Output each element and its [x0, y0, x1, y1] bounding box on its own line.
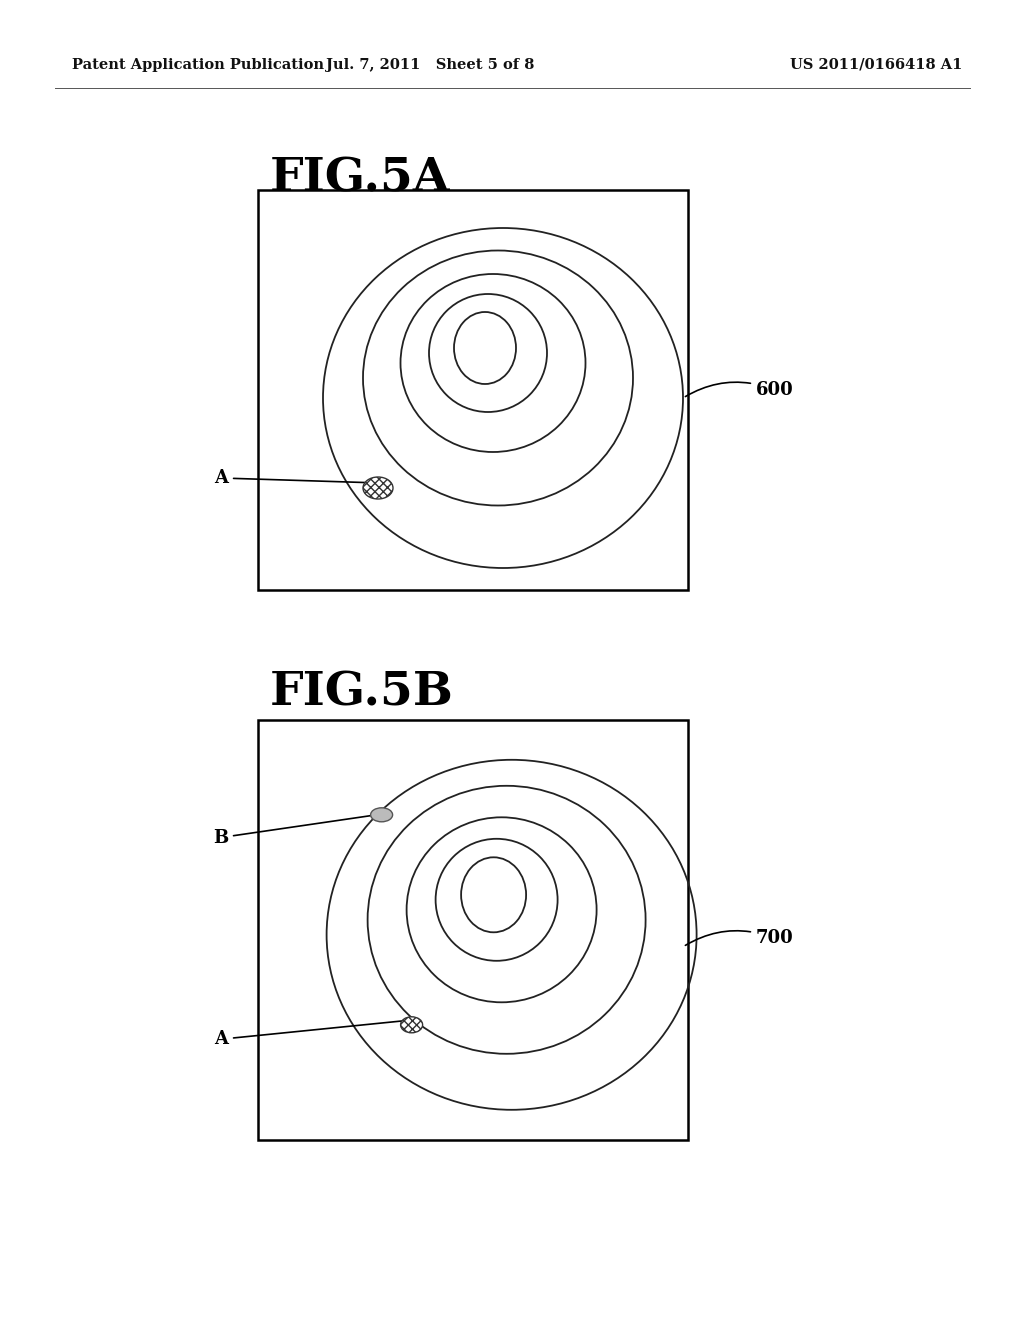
Bar	[258, 719, 688, 1140]
Text: FIG.5A: FIG.5A	[270, 154, 451, 201]
Text: Jul. 7, 2011   Sheet 5 of 8: Jul. 7, 2011 Sheet 5 of 8	[326, 58, 535, 73]
Ellipse shape	[362, 477, 393, 499]
Text: B: B	[213, 816, 374, 846]
Text: Patent Application Publication: Patent Application Publication	[72, 58, 324, 73]
Text: FIG.5B: FIG.5B	[270, 671, 454, 715]
Text: US 2011/0166418 A1: US 2011/0166418 A1	[790, 58, 963, 73]
Ellipse shape	[371, 808, 392, 822]
Bar	[258, 190, 688, 590]
Ellipse shape	[400, 1016, 423, 1032]
Text: 600: 600	[685, 381, 794, 399]
Text: 700: 700	[685, 929, 794, 948]
Text: A: A	[214, 469, 377, 487]
Text: A: A	[214, 1020, 411, 1048]
